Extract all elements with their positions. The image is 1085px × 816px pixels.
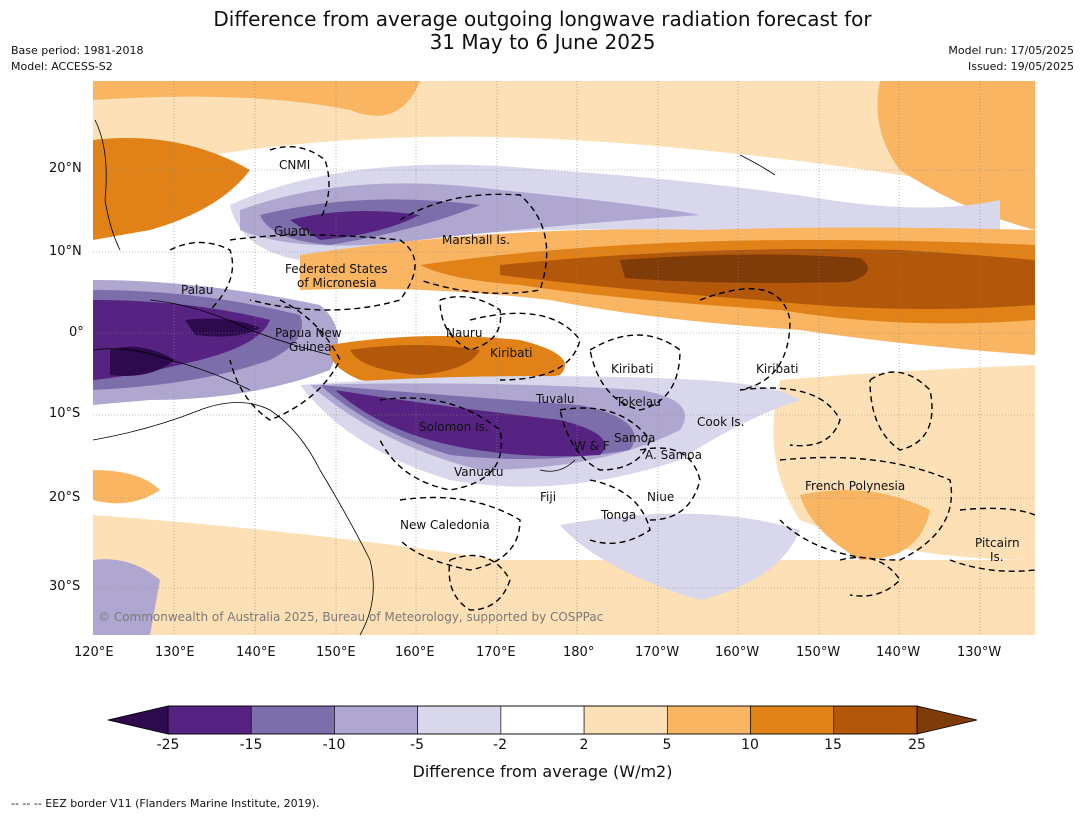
place-tonga: Tonga	[601, 508, 637, 522]
title-line-1: Difference from average outgoing longwav…	[213, 7, 872, 31]
place-tuvalu: Tuvalu	[536, 392, 575, 406]
place-fsm-line2: of Micronesia	[297, 276, 377, 290]
colorbar-tick: 5	[662, 737, 672, 753]
model-run: Model run: 17/05/2025	[948, 44, 1074, 57]
anomaly-northwest-strong	[93, 138, 250, 240]
colorbar-title: Difference from average (W/m2)	[412, 762, 673, 781]
anomaly-australia-positive	[93, 470, 160, 504]
place-french-polynesia: French Polynesia	[805, 479, 906, 493]
place-new-caledonia: New Caledonia	[400, 518, 490, 532]
coastlines	[93, 119, 776, 635]
colorbar-segment	[750, 705, 835, 735]
place-kiribati-east: Kiribati	[756, 362, 799, 376]
place-tokelau: Tokelau	[616, 395, 661, 409]
place-png-line2: Guinea	[289, 340, 332, 354]
place-solomon: Solomon Is.	[419, 420, 489, 434]
lon-label: 170°W	[635, 645, 680, 660]
anomaly-north-moderate	[93, 81, 420, 116]
anomaly-spcz-very-strong	[335, 390, 605, 457]
copyright-note: © Commonwealth of Australia 2025, Bureau…	[98, 610, 604, 624]
anomaly-north-band-core	[290, 211, 420, 240]
place-cook: Cook Is.	[697, 415, 745, 429]
colorbar-segment	[833, 705, 918, 735]
lat-label: 30°S	[49, 579, 81, 594]
place-samoa: Samoa	[614, 431, 656, 445]
place-guam: Guam	[274, 224, 310, 238]
colorbar-segment	[334, 705, 418, 735]
place-marshall: Marshall Is.	[442, 233, 510, 247]
colorbar-segment	[667, 705, 751, 735]
lon-label: 130°E	[155, 645, 195, 660]
colorbar-tick: -2	[493, 737, 507, 753]
colorbar-tick: 2	[579, 737, 589, 753]
graticule	[93, 81, 1035, 635]
colorbar-segments	[167, 705, 918, 735]
colorbar-tick: -25	[156, 737, 180, 753]
meta-right: Model run: 17/05/2025 Issued: 19/05/2025	[948, 43, 1074, 75]
anomaly-frpoly-positive	[800, 490, 930, 560]
lon-label: 160°E	[395, 645, 435, 660]
place-american-samoa: A. Samoa	[645, 448, 702, 462]
lat-label: 10°N	[49, 244, 82, 259]
lon-label: 120°E	[74, 645, 114, 660]
lat-label: 20°N	[49, 161, 82, 176]
place-pitcairn-line1: Pitcairn	[975, 536, 1020, 550]
colorbar	[107, 705, 978, 735]
anomaly-southeast-negative	[560, 513, 800, 600]
lat-label: 10°S	[49, 406, 81, 421]
colorbar-tick: 25	[908, 737, 926, 753]
colorbar-segment	[583, 705, 668, 735]
colorbar-segment	[417, 705, 502, 735]
anomaly-northeast-moderate	[877, 81, 1035, 230]
place-pitcairn-line2: Is.	[990, 550, 1004, 564]
lon-label: 140°E	[236, 645, 276, 660]
issued-date: Issued: 19/05/2025	[967, 60, 1074, 73]
model-name: Model: ACCESS-S2	[11, 60, 113, 73]
lon-label: 140°W	[876, 645, 921, 660]
colorbar-segment	[167, 705, 252, 735]
lat-label: 0°	[69, 325, 84, 340]
place-niue: Niue	[647, 490, 675, 504]
base-period: Base period: 1981-2018	[11, 44, 144, 57]
lon-label: 160°W	[715, 645, 760, 660]
lon-label: 150°W	[796, 645, 841, 660]
colorbar-tick: -10	[322, 737, 346, 753]
colorbar-tick: -5	[410, 737, 424, 753]
place-kiribati-west: Kiribati	[490, 346, 533, 360]
place-fsm-line1: Federated States	[285, 262, 388, 276]
place-kiribati-central: Kiribati	[611, 362, 654, 376]
anomaly-kiribati-very-strong	[350, 345, 480, 375]
lon-label: 130°W	[957, 645, 1002, 660]
place-fiji: Fiji	[540, 490, 557, 504]
colorbar-tick: -15	[239, 737, 263, 753]
lon-label: 150°E	[316, 645, 356, 660]
colorbar-extend-high	[916, 705, 978, 735]
lon-label: 180°	[563, 645, 595, 660]
title-line-2: 31 May to 6 June 2025	[429, 30, 656, 54]
anomaly-south-positive	[93, 515, 1035, 635]
anomaly-equatorial-band-extreme	[620, 254, 868, 283]
place-palau: Palau	[181, 283, 214, 297]
chart-title: Difference from average outgoing longwav…	[0, 8, 1085, 54]
colorbar-tick: 15	[824, 737, 842, 753]
colorbar-segment	[250, 705, 335, 735]
anomaly-north-positive	[93, 81, 1035, 200]
colorbar-segment	[500, 705, 585, 735]
colorbar-extend-low	[107, 705, 169, 735]
eez-borders	[169, 146, 1035, 611]
place-nauru: Nauru	[446, 326, 483, 340]
meta-left: Base period: 1981-2018 Model: ACCESS-S2	[11, 43, 143, 75]
place-wallis-futuna: W & F	[574, 439, 610, 453]
map-layers	[93, 81, 1035, 635]
lon-label: 170°E	[476, 645, 516, 660]
eez-footnote: -- -- -- EEZ border V11 (Flanders Marine…	[11, 797, 320, 810]
colorbar-tick: 10	[741, 737, 759, 753]
place-vanuatu: Vanuatu	[454, 465, 504, 479]
place-png-line1: Papua New	[275, 326, 342, 340]
place-cnmi: CNMI	[279, 158, 311, 172]
anomaly-south-negative	[93, 559, 160, 635]
lat-label: 20°S	[49, 490, 81, 505]
